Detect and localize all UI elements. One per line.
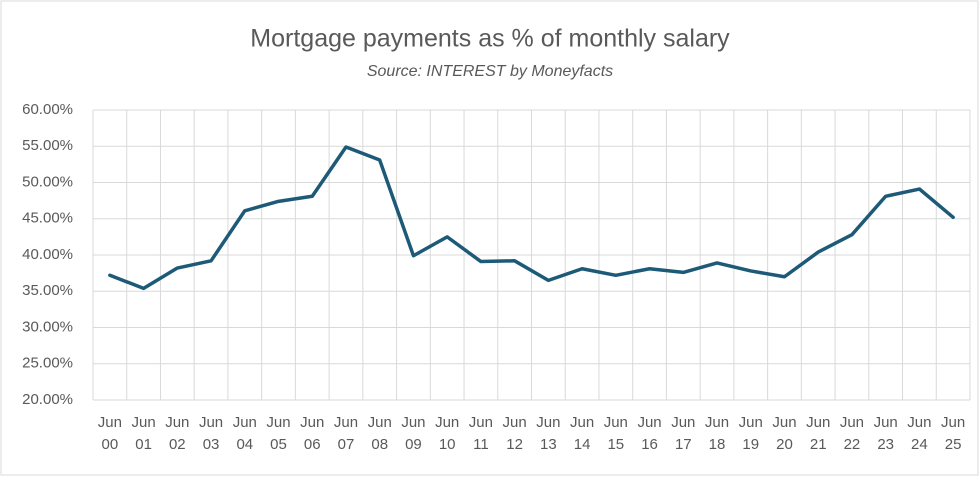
x-tick-label: Jun 22 bbox=[839, 414, 865, 453]
y-tick-label: 50.00% bbox=[22, 173, 73, 190]
y-tick-label: 40.00% bbox=[22, 246, 73, 263]
y-tick-label: 35.00% bbox=[22, 282, 73, 299]
y-tick-label: 60.00% bbox=[22, 101, 73, 118]
x-tick-label: Jun 09 bbox=[401, 414, 426, 453]
line-series bbox=[108, 145, 955, 291]
x-tick-label: Jun 17 bbox=[671, 414, 696, 453]
x-tick-label: Jun 16 bbox=[637, 414, 662, 453]
y-tick-label: 55.00% bbox=[22, 137, 73, 154]
x-tick-label: Jun 15 bbox=[603, 414, 628, 453]
y-tick-label: 45.00% bbox=[22, 210, 73, 227]
x-tick-label: Jun 20 bbox=[772, 414, 797, 453]
x-tick-label: Jun 24 bbox=[907, 414, 932, 453]
y-tick-label: 25.00% bbox=[22, 355, 73, 372]
x-tick-label: Jun 23 bbox=[873, 414, 898, 453]
x-tick-label: Jun 13 bbox=[536, 414, 561, 453]
x-tick-label: Jun 21 bbox=[806, 414, 831, 453]
x-tick-label: Jun 14 bbox=[570, 414, 595, 453]
x-tick-label: Jun 19 bbox=[738, 414, 763, 453]
x-tick-label: Jun 12 bbox=[502, 414, 527, 453]
x-tick-label: Jun 03 bbox=[198, 414, 224, 453]
chart-title: Mortgage payments as % of monthly salary bbox=[250, 25, 730, 53]
x-tick-label: Jun 11 bbox=[468, 414, 493, 453]
x-tick-label: Jun 05 bbox=[266, 414, 291, 453]
x-tick-label: Jun 04 bbox=[232, 414, 257, 453]
x-tick-label: Jun 06 bbox=[300, 414, 325, 453]
x-tick-label: Jun 18 bbox=[704, 414, 730, 453]
x-tick-label: Jun 07 bbox=[333, 414, 359, 453]
x-tick-label: Jun 08 bbox=[367, 414, 392, 453]
y-tick-label: 20.00% bbox=[22, 391, 73, 408]
x-tick-label: Jun 00 bbox=[97, 414, 122, 453]
chart-subtitle: Source: INTEREST by Moneyfacts bbox=[367, 63, 613, 80]
x-tick-label: Jun 01 bbox=[131, 414, 156, 453]
x-tick-label: Jun 02 bbox=[165, 414, 190, 453]
x-tick-label: Jun 25 bbox=[941, 414, 966, 453]
y-tick-label: 30.00% bbox=[22, 318, 73, 335]
x-tick-label: Jun 10 bbox=[435, 414, 460, 453]
